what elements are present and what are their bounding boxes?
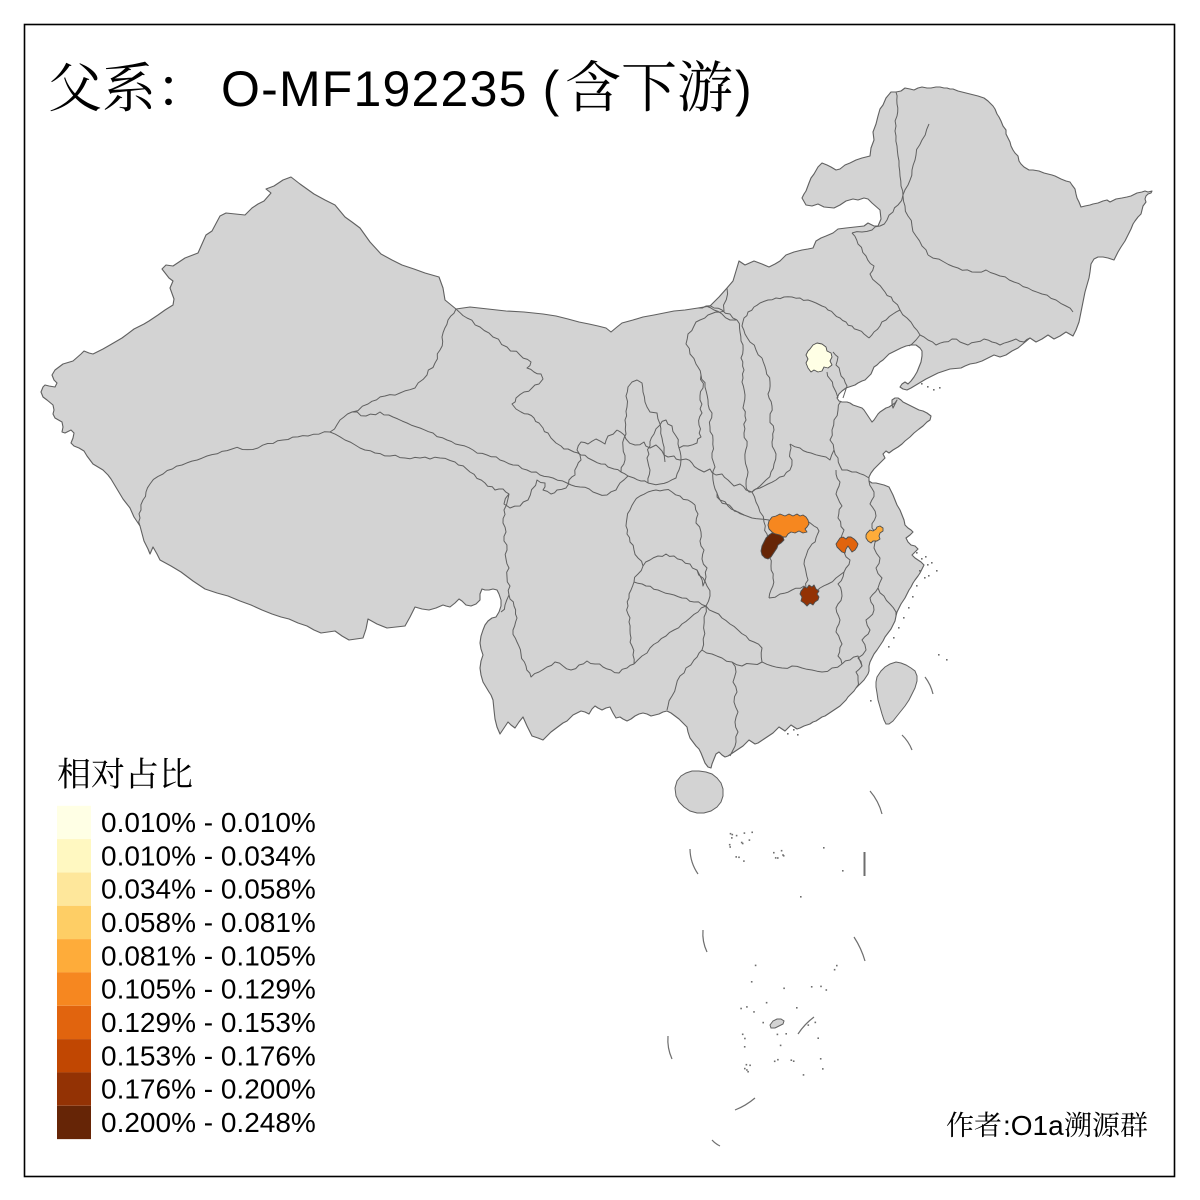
svg-text:0.129% - 0.153%: 0.129% - 0.153% bbox=[101, 1007, 316, 1038]
svg-text:0.105% - 0.129%: 0.105% - 0.129% bbox=[101, 974, 316, 1005]
svg-text:0.034% - 0.058%: 0.034% - 0.058% bbox=[101, 874, 316, 905]
svg-text::O1a: :O1a bbox=[1003, 1110, 1064, 1141]
svg-text:0.010% - 0.034%: 0.010% - 0.034% bbox=[101, 840, 316, 871]
svg-text:0.153% - 0.176%: 0.153% - 0.176% bbox=[101, 1040, 316, 1071]
svg-text:0.058% - 0.081%: 0.058% - 0.081% bbox=[101, 907, 316, 938]
svg-text:0.200% - 0.248%: 0.200% - 0.248% bbox=[101, 1107, 316, 1138]
svg-text:): ) bbox=[735, 61, 752, 117]
svg-text:0.176% - 0.200%: 0.176% - 0.200% bbox=[101, 1074, 316, 1105]
svg-text:0.081% - 0.105%: 0.081% - 0.105% bbox=[101, 940, 316, 971]
svg-text:O-MF192235 (: O-MF192235 ( bbox=[221, 61, 561, 117]
svg-text:0.010% - 0.010%: 0.010% - 0.010% bbox=[101, 807, 316, 838]
